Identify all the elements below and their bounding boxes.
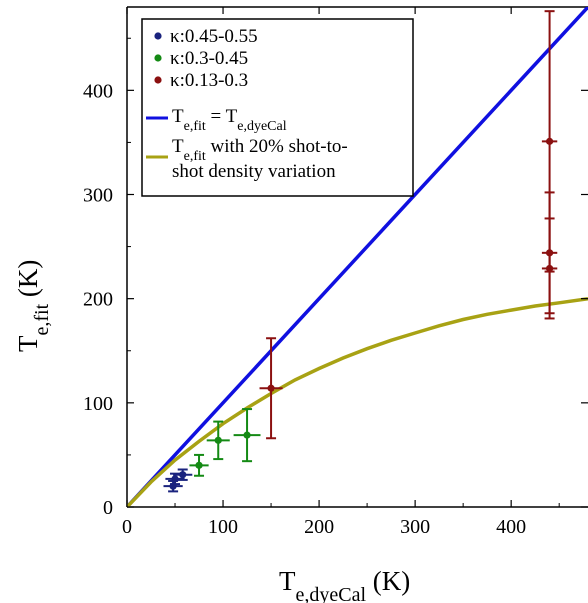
legend-marker — [154, 76, 162, 84]
legend-box — [141, 18, 414, 197]
y-tick-label: 300 — [83, 185, 113, 207]
x-tick-label: 300 — [400, 516, 430, 538]
data-point-group — [173, 468, 193, 481]
axis-ticks: 0 100 200 300 400 0 100 200 300 400 — [83, 7, 588, 538]
legend-label: κ:0.45-0.55 — [170, 26, 258, 47]
data-point — [243, 431, 251, 439]
data-point — [171, 475, 179, 483]
y-tick-label: 200 — [83, 289, 113, 311]
data-point-group — [163, 479, 183, 493]
data-point-group — [541, 10, 558, 273]
data-point-group — [189, 453, 209, 477]
legend-label: Te,fit = Te,dyeCal — [172, 106, 287, 134]
y-tick-label: 400 — [83, 80, 113, 102]
x-axis-title: Te,dyeCal (K) — [279, 566, 410, 603]
data-point — [195, 461, 203, 469]
y-tick-label: 0 — [103, 497, 113, 519]
legend-label-continued: shot density variation — [172, 161, 336, 182]
legend-label: κ:0.3-0.45 — [170, 48, 248, 69]
label-text: (K) — [13, 260, 43, 304]
data-point — [214, 436, 222, 444]
data-point — [267, 384, 275, 392]
data-point-group — [233, 408, 261, 463]
subscript-text: e,dyeCal — [237, 119, 286, 134]
data-point-group — [206, 420, 230, 461]
data-point — [179, 471, 187, 479]
y-tick-label: 100 — [83, 393, 113, 415]
data-points — [163, 10, 558, 493]
y-axis-title: Te,fit (K) — [13, 260, 53, 352]
label-text: T — [172, 136, 184, 157]
x-tick-label: 400 — [496, 516, 526, 538]
legend: κ:0.45-0.55κ:0.3-0.45κ:0.13-0.3 Te,fit = … — [141, 18, 414, 197]
legend-marker — [154, 54, 162, 62]
legend-marker — [154, 32, 162, 40]
identity-line — [127, 7, 588, 507]
label-text: T — [172, 106, 184, 127]
data-point — [545, 137, 554, 145]
density-variation-curve — [127, 296, 588, 507]
x-tick-label: 0 — [122, 516, 132, 538]
label-text: with 20% shot-to- — [206, 136, 348, 157]
label-text: T — [13, 335, 43, 352]
curves — [127, 7, 588, 507]
label-text: T — [279, 566, 296, 596]
data-point-group — [259, 337, 283, 440]
label-text: (K) — [366, 566, 410, 596]
subscript-text: e,fit — [184, 119, 206, 134]
legend-label: κ:0.13-0.3 — [170, 70, 248, 91]
legend-label: Te,fit with 20% shot-to- — [172, 136, 348, 164]
subscript-text: e,dyeCal — [296, 584, 367, 603]
subscript-text: e,fit — [31, 303, 53, 335]
x-tick-label: 100 — [208, 516, 238, 538]
axis-titles: Te,dyeCal (K)Te,fit (K) — [13, 260, 410, 603]
label-text: = T — [206, 106, 238, 127]
subscript-text: e,fit — [184, 149, 206, 164]
x-tick-label: 200 — [304, 516, 334, 538]
